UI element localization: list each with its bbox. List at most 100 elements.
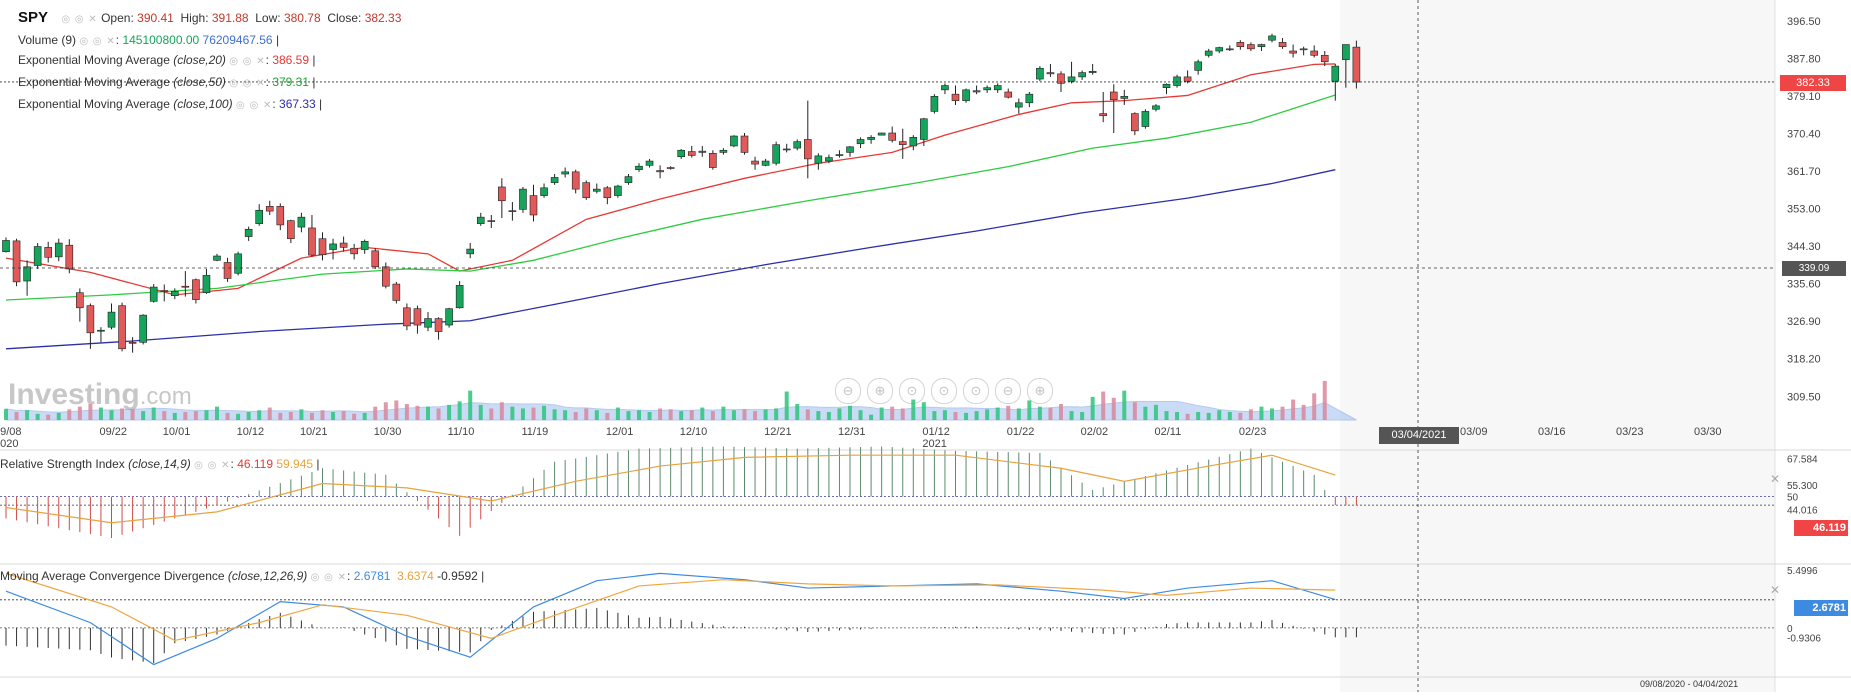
volume-bar (1175, 412, 1180, 420)
rsi-visibility-icon[interactable]: ◎ ◎ ✕ (194, 460, 231, 471)
ema50-legend[interactable]: Exponential Moving Average (close,50) ◎ … (18, 75, 316, 89)
macd-tick-label: -0.9306 (1787, 634, 1821, 645)
volume-bar (964, 412, 969, 420)
candle-body (656, 170, 664, 173)
rsi-legend[interactable]: Relative Strength Index (close,14,9) ◎ ◎… (0, 457, 320, 471)
ohlc-legend: SPY ◎ ◎ ✕ Open: 390.41 High: 391.88 Low:… (18, 9, 401, 26)
macd-legend[interactable]: Moving Average Convergence Divergence (c… (0, 569, 485, 583)
zoom-icon-a[interactable]: ⊙ (899, 378, 925, 404)
ema20-visibility-icon[interactable]: ◎ ◎ ✕ (229, 56, 266, 67)
macd-visibility-icon[interactable]: ◎ ◎ ✕ (310, 572, 348, 583)
rsi-value-2: 59.945 (276, 457, 314, 471)
macd-value-2: 3.6374 (397, 569, 434, 583)
volume-bar (1059, 404, 1063, 420)
candle-body (1004, 91, 1013, 98)
candle-body (476, 216, 485, 224)
x-tick-label: 02/02 (1081, 426, 1109, 438)
candle-body (308, 227, 316, 256)
candle-body (951, 93, 960, 101)
ema100-visibility-icon[interactable]: ◎ ◎ ✕ (235, 100, 273, 111)
candle-body (149, 286, 158, 302)
price-axis-panel (1775, 0, 1851, 692)
ema100-legend[interactable]: Exponential Moving Average (close,100) ◎… (18, 97, 323, 111)
price-tick-label: 318.20 (1787, 354, 1821, 366)
volume-bar (362, 412, 367, 420)
volume-legend[interactable]: Volume (9) ◎ ◎ ✕: 145100800.00 76209467.… (18, 33, 280, 47)
volume-bar (77, 406, 82, 420)
volume-bar (1291, 399, 1296, 420)
candle-body (424, 318, 432, 328)
candle-body (1342, 44, 1350, 60)
future-area (1340, 0, 1775, 692)
volume-bar (1206, 412, 1211, 420)
candle-body (276, 206, 285, 226)
candle-body (666, 167, 675, 169)
x-tick-label: 09/08 (0, 426, 22, 438)
symbol-label: SPY (18, 9, 49, 26)
x-tick-label: 03/09 (1460, 426, 1488, 438)
candle-body (803, 139, 812, 160)
legend-visibility-icon[interactable]: ◎ ◎ ✕ (61, 14, 98, 25)
ema-line-100 (5, 169, 1336, 350)
rsi-close-icon[interactable]: ✕ (1770, 472, 1781, 486)
reset-icon[interactable]: ⊙ (931, 378, 957, 404)
ema20-legend[interactable]: Exponential Moving Average (close,20) ◎ … (18, 53, 316, 67)
volume-bar (626, 411, 631, 420)
candle-body (76, 292, 84, 309)
candle-body (1131, 113, 1139, 132)
volume-bar (1312, 393, 1317, 420)
volume-bar (267, 407, 272, 420)
volume-bar (457, 401, 462, 420)
ema50-visibility-icon[interactable]: ◎ ◎ ✕ (229, 78, 266, 89)
crosshair-date-badge: 03/04/2021 (1379, 427, 1459, 444)
candle-body (930, 96, 939, 112)
volume-bar (14, 412, 19, 420)
scroll-left-icon[interactable]: ⊖ (835, 378, 861, 404)
volume-bar (869, 414, 874, 420)
candle-body (582, 182, 591, 199)
macd-close-icon[interactable]: ✕ (1770, 583, 1781, 597)
candle-body (825, 157, 833, 162)
volume-bar (447, 404, 452, 420)
candle-body (1067, 76, 1076, 82)
candle-body (614, 185, 622, 196)
ema20-label: Exponential Moving Average (18, 53, 170, 67)
volume-bar (1122, 390, 1127, 420)
volume-bar (35, 413, 40, 420)
candle-body (1025, 93, 1034, 104)
high-label: High: (180, 11, 209, 25)
rsi-label: Relative Strength Index (0, 457, 125, 471)
x-tick-label: 12/01 (606, 426, 634, 438)
volume-bar (1322, 380, 1327, 420)
candle-body (730, 135, 738, 147)
candle-body (888, 132, 897, 141)
volume-bar (415, 405, 420, 420)
scroll-right-icon[interactable]: ⊕ (1027, 378, 1053, 404)
ema-line-50 (5, 94, 1336, 301)
volume-bar (373, 406, 378, 420)
volume-bar (1196, 412, 1201, 420)
volume-visibility-icon[interactable]: ◎ ◎ ✕ (79, 36, 116, 47)
volume-bar (331, 412, 336, 420)
zoom-icon-b[interactable]: ⊙ (963, 378, 989, 404)
x-tick-label: 12/31 (838, 426, 866, 438)
volume-bar (1153, 404, 1158, 420)
date-range-label: 09/08/2020 - 04/04/2021 (1640, 679, 1739, 689)
candle-body (118, 305, 126, 350)
investing-watermark: Investing.com (8, 378, 192, 412)
volume-bar (1301, 404, 1306, 420)
zoom-in-icon[interactable]: ⊖ (995, 378, 1021, 404)
volume-bar (995, 407, 1000, 420)
close-label: Close: (327, 11, 362, 25)
volume-bar (183, 412, 188, 420)
zoom-out-icon[interactable]: ⊕ (867, 378, 893, 404)
volume-bar (383, 402, 388, 420)
price-tick-label: 353.00 (1787, 204, 1821, 216)
x-tick-label: 11/10 (448, 426, 475, 438)
candle-body (1046, 72, 1055, 75)
macd-value-3: -0.9592 (437, 569, 478, 583)
candle-body (1162, 83, 1171, 88)
candle-body (846, 146, 854, 153)
